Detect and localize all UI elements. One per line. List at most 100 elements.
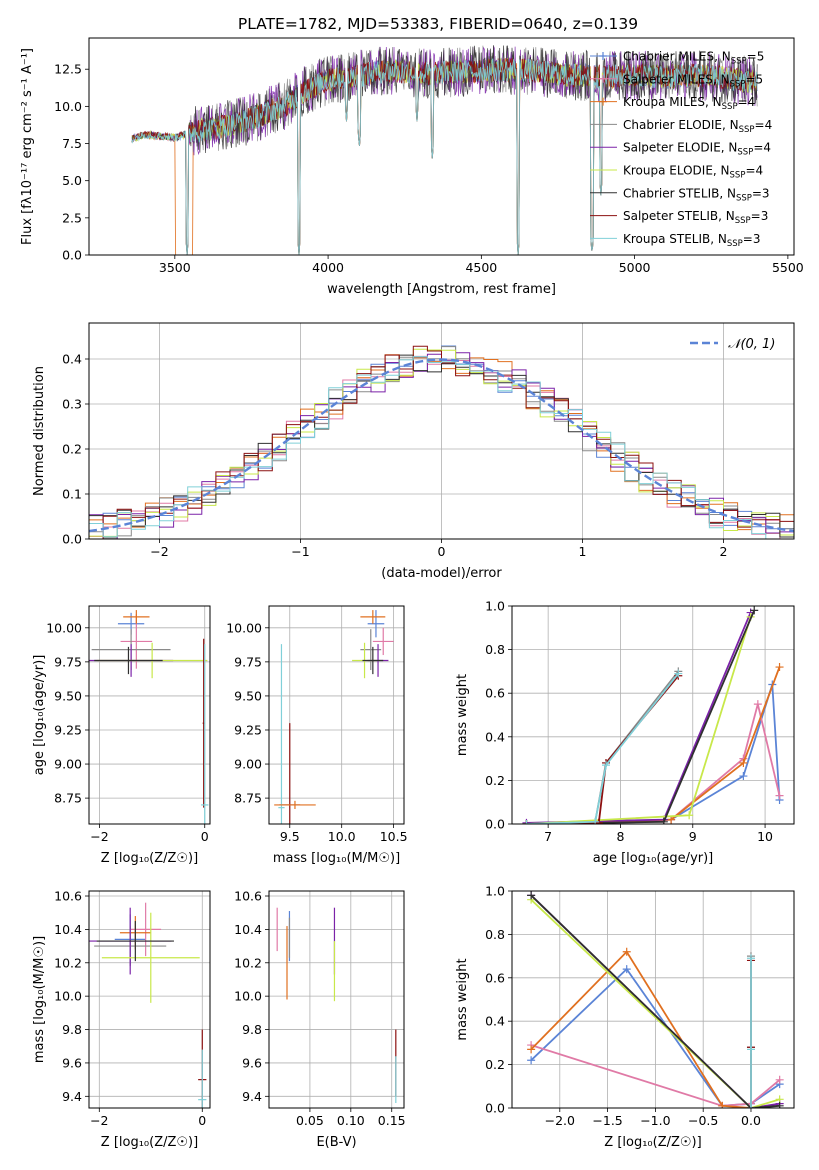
x-tick-label: −2	[90, 1113, 108, 1128]
y-tick-label: 0.4	[485, 729, 505, 744]
panel-mass-z: −2 0 9.4 9.6 9.8 10.0 10.2 10.4 10.6 Z [log₁₀(Z/Z…	[32, 889, 211, 1150]
y-tick-label: 0.0	[485, 1101, 505, 1116]
axes-frame	[268, 605, 405, 825]
plot-area-mass-z	[89, 902, 207, 1108]
x-tick-label: 4000	[312, 260, 344, 275]
weight-line-2	[526, 666, 781, 824]
legend-label: Salpeter MILES, NSSP=5	[623, 72, 763, 89]
x-tick-label: −2.0	[545, 1113, 575, 1128]
y-tick-label: 9.4	[62, 1089, 82, 1104]
x-tick-label: 0.05	[296, 1113, 324, 1128]
y-tick-label: 0.0	[62, 248, 82, 263]
y-tick-label: 0.2	[62, 442, 82, 457]
y-tick-label: 9.6	[62, 1055, 82, 1070]
y-tick-label: 10.2	[54, 955, 82, 970]
y-tick-label: 0.8	[485, 927, 505, 942]
data-point	[739, 772, 748, 781]
data-point	[775, 663, 784, 672]
y-tick-label: 9.50	[234, 688, 262, 703]
panels: 3500 4000 4500 5000 55000.02.55.07.510.012.5…	[20, 37, 804, 1150]
y-tick-label: 9.25	[234, 722, 262, 737]
legend-label: Chabrier MILES, NSSP=5	[623, 50, 764, 67]
panel-age-mass: 9.5 10.0 10.5 8.75 9.00 9.25 9.50 9.75 10.00 mass…	[226, 605, 408, 866]
error-bar-point	[94, 646, 163, 675]
y-tick-label: 10.0	[234, 989, 262, 1004]
data-point	[527, 1045, 536, 1054]
y-tick-label: 10.2	[234, 955, 262, 970]
y-tick-label: 9.00	[54, 757, 82, 772]
plot-area-age-mass	[274, 610, 394, 824]
y-tick-label: 9.6	[242, 1055, 262, 1070]
axes-frame	[268, 890, 405, 1109]
weight-line-5	[530, 899, 780, 1108]
axes-frame	[88, 890, 211, 1109]
data-point	[602, 761, 610, 770]
x-tick-label: −2	[150, 544, 168, 559]
x-axis-label: Z [log₁₀(Z/Z☉)]	[101, 1135, 198, 1150]
x-axis-label: Z [log₁₀(Z/Z☉)]	[101, 851, 198, 866]
x-tick-label: 0.0	[741, 1113, 761, 1128]
y-tick-label: 9.75	[234, 654, 262, 669]
y-tick-label: 0.3	[62, 397, 82, 412]
data-point	[622, 965, 631, 974]
error-bar-point	[96, 921, 174, 962]
data-point	[527, 891, 536, 900]
error-bar-point	[278, 644, 285, 824]
histogram-8	[89, 356, 794, 539]
data-point	[746, 1104, 755, 1108]
legend: Chabrier MILES, NSSP=5 Salpeter MILES, NS…	[590, 50, 772, 249]
x-tick-label: 10	[757, 829, 773, 844]
plot-area-age-z	[89, 610, 209, 824]
weight-line-8	[526, 673, 680, 824]
x-axis-label: (data-model)/error	[381, 566, 502, 581]
legend-label: Kroupa ELODIE, NSSP=4	[623, 164, 763, 181]
legend-label: Chabrier ELODIE, NSSP=4	[623, 118, 772, 135]
data-point	[622, 947, 631, 956]
y-tick-label: 8.75	[234, 791, 262, 806]
panel-residuals: −2 −1 0 1 2 0.0 0.1 0.2 0.3 0.4 (data-model)/error…	[32, 322, 795, 581]
legend-label: Salpeter ELODIE, NSSP=4	[623, 141, 771, 158]
x-tick-label: 5000	[619, 260, 651, 275]
legend-item: Salpeter STELIB, NSSP=3	[590, 209, 768, 226]
data-point	[599, 74, 607, 83]
x-tick-label: −1.5	[592, 1113, 622, 1128]
plot-area-spectrum	[131, 45, 758, 255]
data-point	[775, 1101, 784, 1108]
axes-frame	[511, 605, 795, 825]
y-tick-label: 0.2	[485, 1057, 505, 1072]
x-tick-label: 0.10	[337, 1113, 365, 1128]
y-tick-label: 9.25	[54, 722, 82, 737]
y-tick-label: 0.0	[62, 532, 82, 547]
y-tick-label: 0.0	[485, 817, 505, 832]
y-tick-label: 7.5	[62, 136, 82, 151]
panel-spectrum: 3500 4000 4500 5000 5500 0.0 2.5 5.0 7.5 10.0 12.5…	[20, 37, 804, 297]
spectrum-line-6	[131, 45, 758, 255]
x-axis-label: E(B-V)	[316, 1135, 356, 1150]
panel-weight-age: 7 8 9 10 0.0 0.2 0.4 0.6 0.8 1.0 age [log₁₀(age/yr…	[455, 599, 795, 866]
y-axis-label: mass [log₁₀(M/M☉)]	[32, 936, 47, 1063]
x-tick-label: 0.15	[378, 1113, 406, 1128]
y-tick-label: 9.00	[234, 757, 262, 772]
legend-item: Kroupa MILES, NSSP=4	[590, 95, 755, 112]
plot-area-weight-age	[522, 606, 784, 824]
x-axis-label: Z [log₁₀(Z/Z☉)]	[604, 1135, 701, 1150]
y-tick-label: 8.75	[54, 791, 82, 806]
data-point	[594, 818, 603, 824]
legend: 𝒩(0, 1)	[690, 337, 775, 352]
data-point	[739, 758, 748, 767]
data-point	[746, 1045, 755, 1054]
x-tick-label: 0	[201, 829, 209, 844]
y-tick-label: 9.75	[54, 654, 82, 669]
y-tick-label: 1.0	[485, 884, 505, 899]
plot-area-weight-z	[527, 891, 784, 1108]
x-tick-label: −2	[90, 829, 108, 844]
plot-area-mass-ebv	[276, 907, 397, 1103]
legend-item: Kroupa STELIB, NSSP=3	[590, 232, 761, 249]
data-point	[775, 791, 784, 800]
y-tick-label: 9.50	[54, 688, 82, 703]
data-point	[659, 817, 668, 824]
data-point	[599, 97, 607, 106]
error-bar-point	[360, 610, 386, 624]
y-tick-label: 10.6	[54, 889, 82, 904]
